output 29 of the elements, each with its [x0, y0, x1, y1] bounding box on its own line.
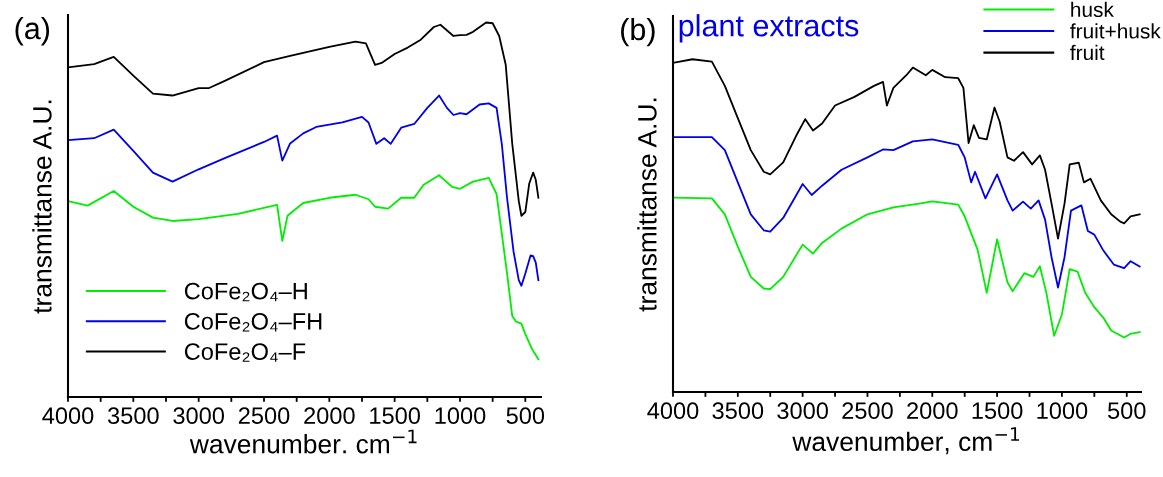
x-tick-label: 2500 — [842, 402, 893, 420]
x-tick-label: 500 — [506, 407, 545, 425]
x-tick-label: 2000 — [304, 407, 355, 425]
text: (b) — [621, 17, 655, 47]
legend-label: CoFe₂O₄–FH — [184, 312, 322, 332]
x-tick-label: 3000 — [173, 407, 224, 425]
x-axis-title: wavenumber. cm$^{−1}$ — [189, 429, 417, 454]
x-tick-label: 500 — [1107, 402, 1146, 420]
y-axis-title: transmittanse A.U. — [637, 98, 657, 312]
legend-label: fruit+husk — [1070, 23, 1161, 39]
x-tick-label: 4000 — [42, 407, 94, 425]
x-tick-label: 3000 — [777, 402, 828, 420]
x-tick-label: 2000 — [907, 402, 958, 420]
x-tick-label: 1000 — [1037, 402, 1088, 420]
x-tick-label: 3500 — [712, 402, 764, 420]
legend-label: fruit — [1070, 44, 1105, 61]
x-tick-label: 1000 — [435, 407, 486, 425]
x-tick-label: 4000 — [647, 402, 699, 420]
x-tick-label: 1500 — [972, 402, 1023, 420]
legend-label: CoFe₂O₄–H — [184, 282, 307, 302]
x-tick-label: 3500 — [107, 407, 159, 425]
x-tick-label: 2500 — [238, 407, 290, 425]
legend-label: CoFe₂O₄–F — [184, 343, 306, 362]
text: (a) — [15, 16, 50, 46]
legend-label: husk — [1071, 1, 1114, 18]
text: plant extracts — [679, 14, 859, 43]
y-axis-title: transmittanse A.U. — [32, 100, 52, 314]
x-tick-label: 1500 — [370, 407, 420, 425]
x-axis-title: wavenumber, cm$^{−1}$ — [792, 427, 1020, 455]
